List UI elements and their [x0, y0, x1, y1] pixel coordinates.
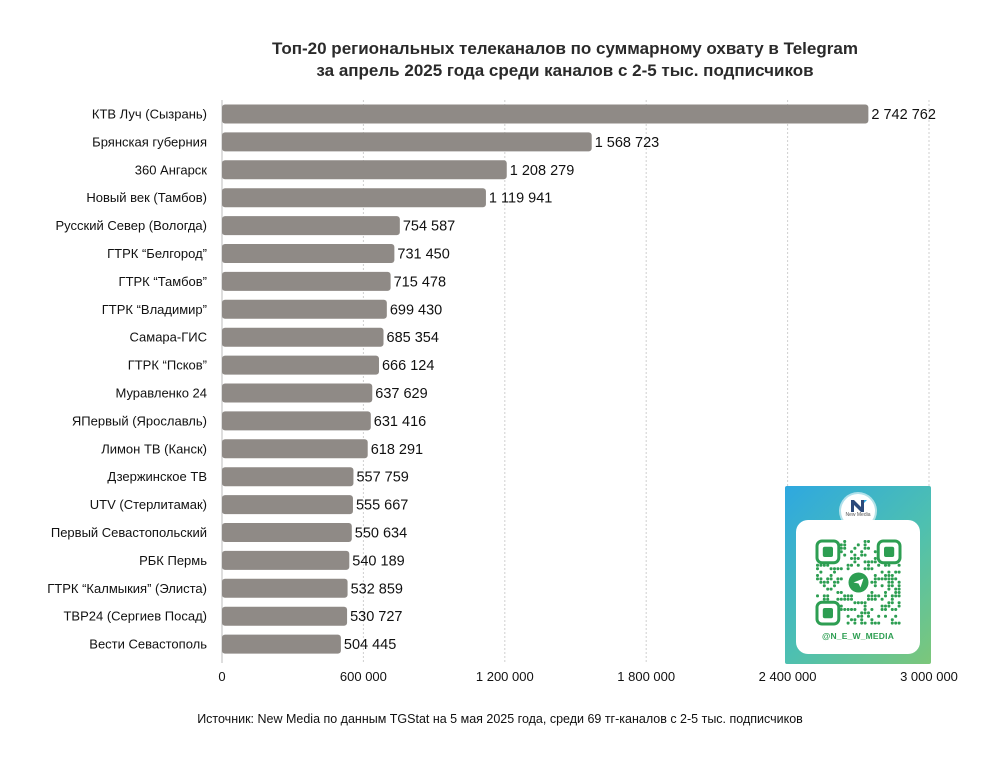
value-label: 550 634 — [355, 526, 407, 542]
category-label: UTV (Стерлитамак) — [90, 497, 207, 512]
bar — [222, 244, 395, 263]
bar — [222, 606, 348, 626]
chart-title-line1: Топ-20 региональных телеканалов по сумма… — [272, 39, 858, 58]
bar — [222, 160, 507, 180]
bar — [222, 327, 384, 347]
qr-handle: @N_E_W_MEDIA — [821, 631, 895, 641]
value-label: 618 291 — [371, 442, 423, 458]
value-label: 1 568 723 — [595, 135, 660, 151]
value-label: 637 629 — [375, 386, 427, 402]
x-tick-label: 3 000 000 — [900, 669, 958, 684]
bar — [222, 299, 387, 319]
bar — [222, 495, 353, 515]
value-label: 699 430 — [390, 302, 442, 318]
category-label: ЯПервый (Ярославль) — [72, 413, 207, 428]
bar — [222, 216, 400, 236]
bar — [222, 188, 486, 208]
x-tick-label: 1 800 000 — [617, 669, 675, 684]
value-label: 532 859 — [351, 581, 403, 597]
category-label: Дзержинское ТВ — [107, 469, 207, 484]
bar — [222, 467, 354, 487]
x-tick-label: 600 000 — [340, 669, 387, 684]
category-label: Первый Севастопольский — [51, 525, 207, 540]
chart-title: Топ-20 региональных телеканалов по сумма… — [225, 38, 905, 82]
category-label: КТВ Луч (Сызрань) — [92, 107, 207, 122]
bar — [222, 550, 350, 570]
category-label: Новый век (Тамбов) — [86, 190, 207, 205]
category-label: Вести Севастополь — [89, 637, 207, 652]
bar — [222, 271, 391, 291]
category-label: Лимон ТВ (Канск) — [101, 441, 207, 456]
category-label: ГТРК “Белгород” — [107, 246, 207, 261]
n-letter-icon — [851, 500, 867, 512]
category-label: ГТРК “Владимир” — [102, 302, 207, 317]
new-media-logo-icon: New Media — [841, 494, 875, 528]
bar — [222, 383, 373, 403]
value-label: 1 208 279 — [510, 163, 575, 179]
logo-text: New Media — [845, 512, 871, 518]
qr-card[interactable]: @N_E_W_MEDIA New Media — [785, 486, 931, 664]
x-axis-ticks: 0 600 000 1 200 000 1 800 000 2 400 000 3 000… — [218, 669, 958, 684]
category-label: 360 Ангарск — [135, 162, 208, 177]
value-label: 557 759 — [356, 470, 408, 486]
bar — [222, 132, 592, 152]
bar — [222, 523, 352, 542]
value-label: 685 354 — [387, 330, 439, 346]
bar — [222, 355, 379, 375]
x-tick-label: 1 200 000 — [476, 669, 534, 684]
value-label: 1 119 941 — [489, 191, 552, 207]
category-label: Самара-ГИС — [130, 330, 208, 345]
source-note: Источник: New Media по данным TGStat на … — [197, 712, 803, 726]
value-label: 555 667 — [356, 498, 408, 514]
value-label: 530 727 — [350, 609, 402, 625]
qr-card-inner: @N_E_W_MEDIA — [796, 520, 920, 654]
value-label: 731 450 — [397, 247, 449, 263]
x-tick-label: 2 400 000 — [759, 669, 817, 684]
category-label: ГТРК “Тамбов” — [119, 274, 207, 289]
chart-subtitle: за апрель 2025 года среди каналов с 2-5 … — [316, 61, 814, 80]
category-labels: КТВ Луч (Сызрань) Брянская губерния 360 Ан… — [47, 107, 207, 652]
value-label: 540 189 — [352, 553, 404, 569]
bar — [222, 411, 371, 431]
category-label: ТВР24 (Сергиев Посад) — [63, 609, 207, 624]
value-label: 631 416 — [374, 414, 426, 430]
category-label: Муравленко 24 — [115, 386, 207, 401]
x-tick-label: 0 — [218, 669, 225, 684]
bar — [222, 104, 869, 124]
category-label: Брянская губерния — [92, 134, 207, 149]
bar — [222, 634, 341, 654]
value-label: 715 478 — [394, 274, 446, 290]
value-label: 754 587 — [403, 219, 455, 235]
qr-code-icon — [815, 539, 902, 626]
value-label: 666 124 — [382, 358, 434, 374]
bar — [222, 439, 368, 459]
bars — [222, 104, 869, 654]
category-label: Русский Север (Вологда) — [55, 218, 207, 233]
category-label: РБК Пермь — [139, 553, 207, 568]
value-label: 504 445 — [344, 637, 396, 653]
value-labels: 2 742 762 1 568 723 1 208 279 1 119 941 754 … — [344, 107, 936, 653]
category-label: ГТРК “Псков” — [128, 358, 207, 373]
bar — [222, 578, 348, 598]
category-label: ГТРК “Калмыкия” (Элиста) — [47, 581, 207, 596]
value-label: 2 742 762 — [871, 107, 936, 123]
